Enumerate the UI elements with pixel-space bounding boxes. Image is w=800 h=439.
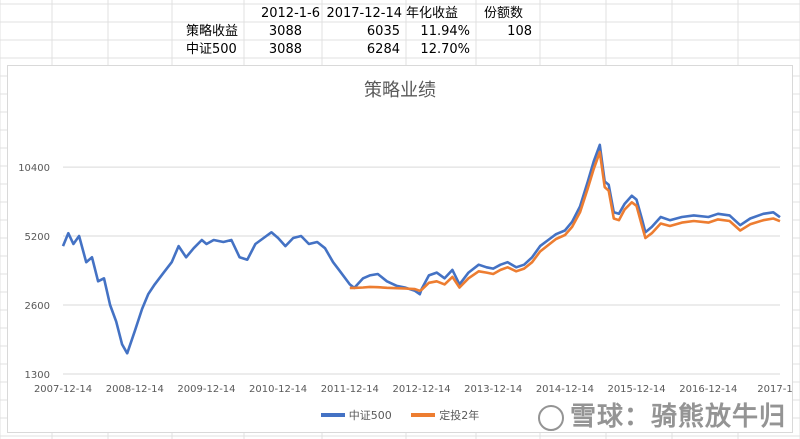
- header-shares[interactable]: 份额数: [484, 6, 524, 21]
- x-tick-label: 2011-12-14: [321, 384, 379, 395]
- x-tick-label: 2015-12-14: [607, 384, 665, 395]
- x-tick-label: 2017-12-: [757, 384, 792, 395]
- series-line-dca: [349, 150, 781, 293]
- legend-label-dca: 定投2年: [439, 409, 480, 422]
- x-tick-label: 2013-12-14: [464, 384, 522, 395]
- legend-item-csi500: 中证500: [320, 407, 392, 423]
- y-tick-label: 2600: [25, 301, 50, 312]
- chart-title: 策略业绩: [364, 80, 436, 101]
- x-tick-label: 2016-12-14: [679, 384, 737, 395]
- row-strategy-start[interactable]: 3088: [268, 24, 302, 39]
- header-date-end[interactable]: 2017-12-14: [326, 6, 402, 21]
- series-line-csi500: [61, 143, 781, 355]
- legend-swatch-dca: [411, 413, 436, 417]
- chart-container[interactable]: 策略业绩 1300 2600 5200 10400 2007-12-14 2008-12-…: [7, 65, 793, 433]
- row-strategy-return[interactable]: 11.94%: [420, 24, 470, 39]
- x-tick-label: 2012-12-14: [393, 384, 451, 395]
- x-tick-label: 2007-12-14: [34, 384, 92, 395]
- row-strategy-label[interactable]: 策略收益: [186, 24, 239, 39]
- legend-label-csi500: 中证500: [348, 409, 392, 422]
- snowball-logo-icon: [537, 404, 564, 431]
- header-annual-return[interactable]: 年化收益: [406, 6, 459, 21]
- row-csi500-return[interactable]: 12.70%: [420, 42, 470, 57]
- header-date-start[interactable]: 2012-1-6: [260, 6, 320, 21]
- x-tick-label: 2009-12-14: [177, 384, 235, 395]
- row-strategy-shares[interactable]: 108: [507, 24, 532, 39]
- row-csi500-label[interactable]: 中证500: [186, 42, 237, 57]
- y-tick-label: 5200: [25, 232, 50, 243]
- watermark: 雪球：骑熊放牛归: [537, 396, 786, 433]
- x-tick-label: 2014-12-14: [536, 384, 594, 395]
- chart-legend: 中证500 定投2年: [8, 407, 792, 423]
- legend-item-dca: 定投2年: [411, 407, 479, 423]
- watermark-text: 雪球：骑熊放牛归: [569, 402, 786, 432]
- line-chart: 1300 2600 5200 10400 2007-12-14 2008-12-14 200…: [18, 143, 792, 395]
- row-csi500-end[interactable]: 6284: [366, 42, 400, 57]
- x-tick-label: 2010-12-14: [249, 384, 307, 395]
- row-strategy-end[interactable]: 6035: [366, 24, 400, 39]
- x-tick-label: 2008-12-14: [106, 384, 164, 395]
- row-csi500-start[interactable]: 3088: [268, 42, 302, 57]
- y-tick-label: 1300: [25, 370, 50, 381]
- legend-swatch-csi500: [320, 413, 345, 417]
- y-tick-label: 10400: [18, 163, 50, 174]
